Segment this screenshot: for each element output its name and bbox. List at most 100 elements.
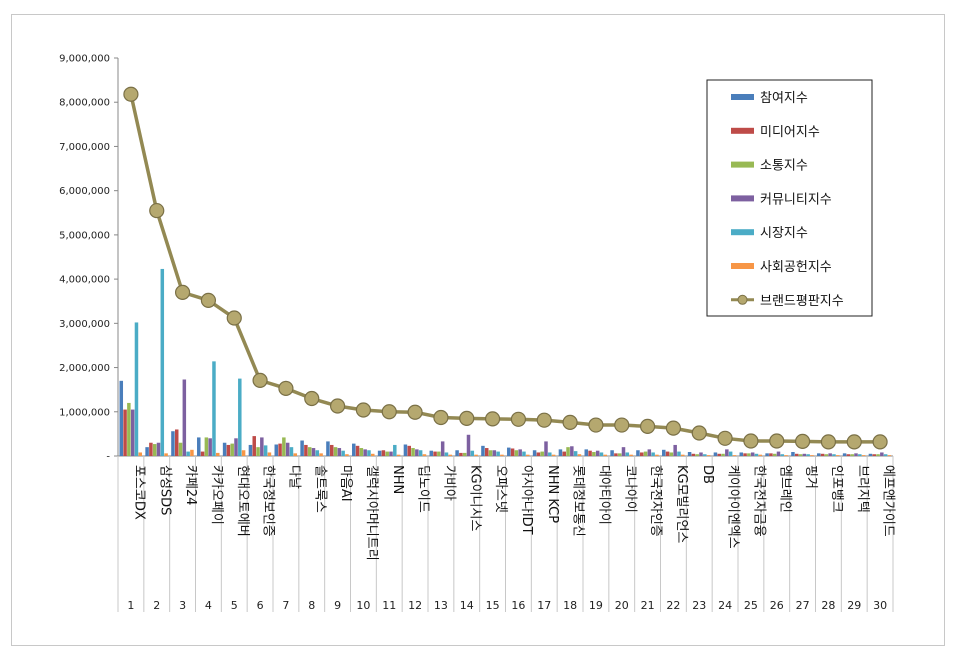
- rank-label: 29: [847, 599, 861, 612]
- rank-label: 24: [718, 599, 732, 612]
- bar: [278, 443, 282, 456]
- bar: [854, 453, 858, 456]
- bar: [747, 453, 751, 456]
- legend-entry-label: 커뮤니티지수: [760, 192, 832, 207]
- bar: [625, 452, 630, 456]
- bar: [691, 453, 696, 456]
- line-point: [614, 417, 630, 433]
- category-label: 인포뱅크: [829, 465, 844, 513]
- category-label: 현대오토에버: [235, 465, 250, 537]
- bar: [728, 451, 733, 456]
- bar: [617, 453, 622, 456]
- bar: [588, 450, 592, 456]
- bar: [174, 429, 179, 456]
- bar: [526, 454, 530, 456]
- bar: [359, 448, 364, 456]
- bar: [739, 452, 744, 456]
- bar: [824, 454, 829, 456]
- bar: [828, 453, 832, 456]
- bar: [655, 454, 659, 456]
- category-label: 한국전자인증: [648, 465, 663, 537]
- bar: [754, 453, 759, 456]
- bar: [750, 452, 755, 456]
- bar: [514, 450, 519, 456]
- bar: [381, 450, 386, 456]
- bar: [584, 449, 589, 456]
- bar: [868, 453, 873, 456]
- bar: [510, 448, 515, 456]
- bar: [304, 444, 308, 456]
- category-label: NHN KCP: [545, 465, 560, 523]
- bar: [134, 322, 139, 456]
- y-tick-label: 2,000,000: [59, 363, 110, 374]
- bar: [326, 441, 330, 456]
- rank-label: 23: [692, 599, 706, 612]
- category-label: 아시아나IDT: [519, 465, 534, 535]
- bar: [160, 268, 165, 456]
- bar: [260, 437, 264, 456]
- line-point: [639, 418, 656, 434]
- rank-label: 1: [127, 599, 134, 612]
- line-point: [510, 411, 527, 427]
- bar: [274, 444, 279, 456]
- bar: [437, 451, 441, 456]
- bar: [772, 453, 777, 456]
- bar: [647, 449, 652, 456]
- category-label: KG모빌리언스: [674, 465, 689, 543]
- bar: [713, 452, 718, 456]
- legend-color-swatch: [731, 127, 754, 134]
- line-point: [381, 404, 397, 420]
- bar: [241, 450, 246, 456]
- bar: [695, 454, 699, 456]
- bar: [138, 452, 143, 456]
- y-tick-label: 3,000,000: [59, 319, 110, 330]
- bar: [307, 447, 312, 456]
- category-label: KG이니시스: [467, 465, 482, 531]
- bar: [448, 454, 453, 456]
- category-label: 한국정보인증: [261, 465, 276, 537]
- line-point: [278, 380, 294, 396]
- category-label: 삼성SDS: [157, 465, 172, 515]
- bar: [703, 454, 707, 456]
- legend-entry-label: 소통지수: [760, 159, 808, 174]
- bar: [595, 450, 600, 456]
- bar: [337, 448, 342, 456]
- bar: [156, 442, 161, 456]
- bar: [216, 452, 220, 456]
- bar: [488, 450, 493, 456]
- bar: [492, 450, 497, 456]
- rank-label: 28: [821, 599, 835, 612]
- bar: [677, 451, 681, 456]
- bar: [665, 451, 670, 456]
- bar: [204, 437, 209, 456]
- bar: [371, 453, 375, 456]
- y-tick-label: 4,000,000: [59, 275, 110, 286]
- category-label: 케이아이엔엑스: [726, 465, 741, 549]
- bar: [880, 452, 884, 456]
- bar: [164, 453, 168, 456]
- y-tick-label: 8,000,000: [59, 98, 110, 109]
- bar: [765, 453, 769, 456]
- line-point: [407, 404, 423, 420]
- bar: [481, 445, 485, 456]
- bar: [522, 451, 526, 456]
- bar: [570, 446, 574, 456]
- bar: [836, 455, 840, 456]
- bar: [614, 453, 618, 456]
- bar: [252, 436, 256, 456]
- bar: [832, 454, 836, 456]
- line-point: [536, 412, 552, 428]
- bar: [651, 452, 655, 456]
- bar: [319, 453, 323, 456]
- line-point: [355, 402, 372, 418]
- bar: [197, 437, 201, 456]
- rank-label: 27: [796, 599, 810, 612]
- bar: [474, 454, 478, 456]
- bar: [776, 451, 781, 456]
- bar: [130, 409, 135, 456]
- bar: [887, 455, 892, 456]
- rank-label: 9: [334, 599, 341, 612]
- rank-label: 6: [257, 599, 264, 612]
